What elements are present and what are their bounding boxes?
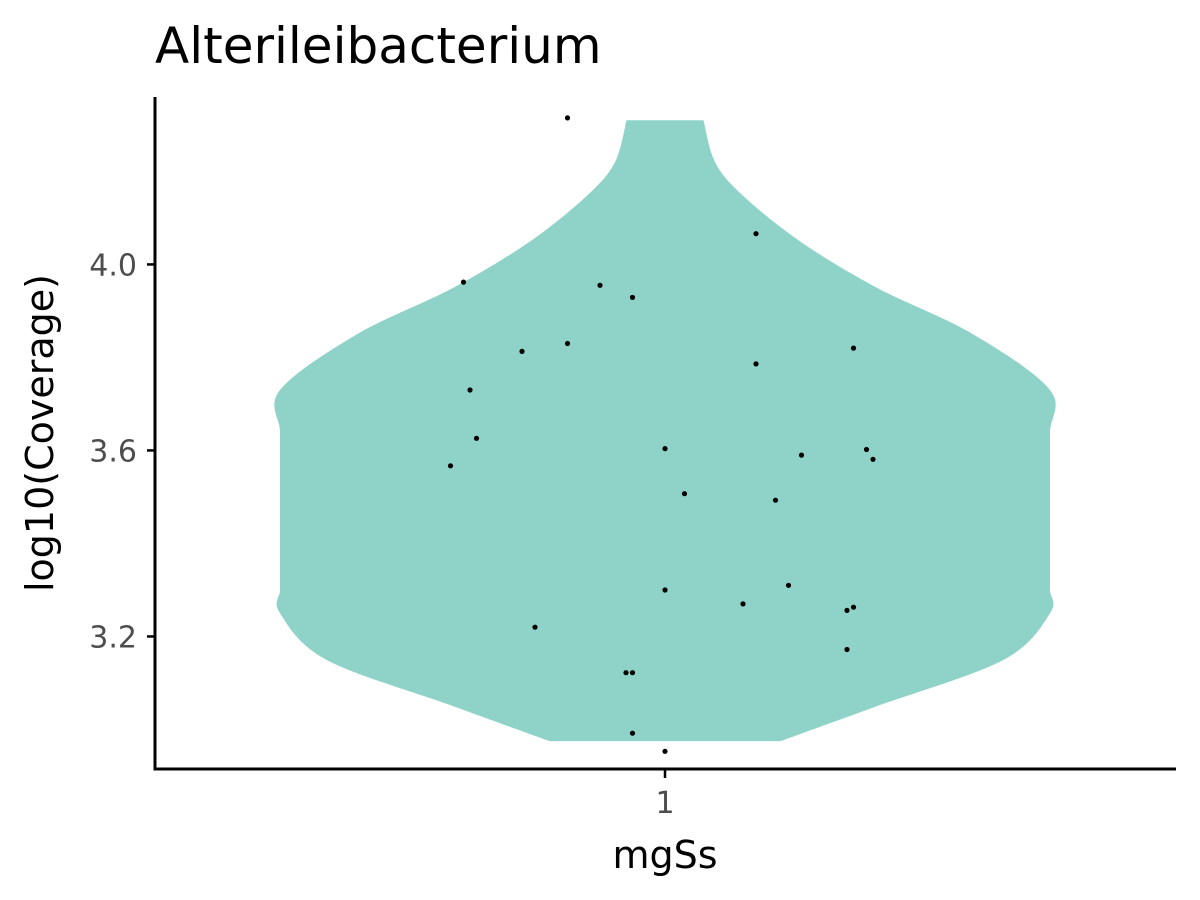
data-point-5 [629, 294, 636, 300]
data-point-16 [447, 463, 454, 469]
y-tick-label: 3.2 [89, 620, 137, 655]
data-point-17 [681, 491, 688, 497]
data-point-29 [662, 748, 668, 754]
x-axis-label: mgSs [612, 833, 717, 877]
data-point-12 [662, 446, 668, 452]
data-point-22 [850, 604, 857, 610]
data-point-7 [850, 345, 857, 351]
data-point-24 [532, 624, 538, 630]
data-point-6 [564, 340, 571, 347]
data-point-28 [629, 730, 636, 736]
data-point-8 [519, 348, 525, 354]
data-point-21 [740, 601, 746, 607]
x-tick-label: 1 [655, 786, 674, 821]
data-point-2 [753, 231, 759, 237]
violin-layer [274, 120, 1056, 742]
y-axis-label: log10(Coverage) [18, 274, 62, 592]
chart-title: Alterileibacterium [155, 17, 602, 75]
data-point-19 [662, 587, 668, 593]
data-point-11 [473, 435, 480, 441]
data-point-9 [753, 361, 759, 367]
data-point-18 [772, 497, 779, 503]
data-point-27 [629, 670, 636, 676]
x-ticks: 1 [655, 769, 675, 821]
data-point-25 [844, 646, 850, 653]
data-point-14 [798, 452, 805, 458]
data-point-13 [863, 446, 870, 453]
data-point-20 [785, 582, 792, 588]
data-point-4 [597, 282, 603, 288]
data-point-15 [870, 456, 876, 462]
data-point-23 [844, 607, 850, 614]
jitter-points-layer [447, 115, 876, 754]
y-tick-label: 3.6 [89, 434, 137, 469]
y-tick-label: 4.0 [89, 248, 137, 283]
data-point-3 [460, 279, 467, 285]
y-ticks: 3.2 3.6 4.0 [89, 248, 155, 655]
violin-body [274, 120, 1056, 742]
data-point-10 [467, 387, 473, 393]
data-point-26 [623, 670, 629, 676]
data-point-1 [564, 115, 571, 121]
